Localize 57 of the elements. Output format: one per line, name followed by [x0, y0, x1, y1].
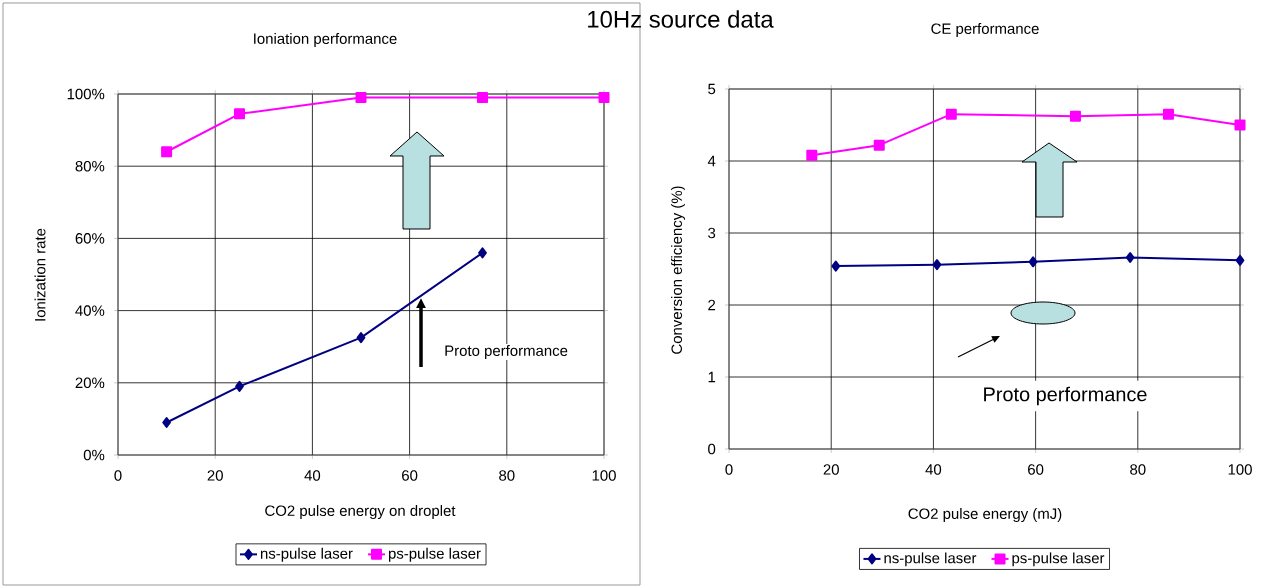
point	[1234, 119, 1246, 131]
point	[355, 92, 367, 104]
point	[932, 259, 942, 271]
x-tick-label: 20	[823, 464, 839, 475]
y-tick-label: 5	[708, 83, 716, 95]
point	[234, 108, 245, 120]
y-tick-label: 60%	[75, 233, 105, 244]
point	[873, 139, 885, 151]
point	[161, 146, 173, 158]
point	[1069, 110, 1081, 122]
text: 10Hz source data	[588, 10, 774, 28]
point	[945, 108, 957, 120]
x-tick-label: 60	[402, 470, 418, 481]
y-tick-label: 4	[707, 155, 716, 167]
point	[598, 92, 610, 104]
point	[478, 247, 487, 259]
x-tick-label: 0	[725, 464, 733, 475]
y-tick-label: 0%	[83, 449, 105, 461]
y-tick-label: 100%	[67, 88, 105, 100]
point	[1028, 256, 1038, 268]
point	[477, 92, 488, 104]
y-tick-label: 3	[708, 227, 716, 239]
legend-label: ps-pulse laser	[388, 547, 481, 562]
point	[356, 332, 366, 344]
legend-label: ns-pulse laser	[260, 547, 353, 562]
x-tick-label: 80	[1130, 464, 1146, 475]
legend-label: ns-pulse laser	[884, 552, 977, 567]
point	[1162, 108, 1174, 120]
y-tick-label: 80%	[75, 160, 105, 172]
point	[806, 149, 818, 161]
y-tick-label: 40%	[75, 305, 105, 316]
annotation: Proto performance	[984, 386, 1147, 406]
x-axis-title: CO2 pulse energy (mJ)	[908, 508, 1062, 522]
y-axis-title: Ionization rate	[34, 228, 46, 321]
x-tick-label: 80	[499, 470, 515, 481]
y-tick-label: 0	[708, 443, 716, 455]
point	[831, 260, 841, 272]
x-tick-label: 100	[592, 470, 616, 481]
y-axis-title: Conversion efficiency (%)	[671, 186, 685, 354]
point	[162, 417, 171, 429]
chart-title: Ioniation performance	[254, 33, 397, 47]
x-tick-label: 0	[114, 470, 122, 481]
x-tick-label: 100	[1228, 464, 1252, 475]
y-tick-label: 2	[708, 299, 716, 311]
annotation: Proto performance	[445, 345, 568, 359]
legend-label: ps-pulse laser	[1012, 552, 1105, 567]
x-tick-label: 40	[925, 464, 942, 475]
y-tick-label: 1	[708, 371, 716, 383]
x-axis-title: CO2 pulse energy on droplet	[265, 505, 456, 519]
point	[235, 380, 244, 392]
chart-title: CE performance	[931, 23, 1039, 37]
y-tick-label: 20%	[75, 377, 105, 389]
point	[1235, 254, 1245, 266]
point	[1125, 251, 1135, 263]
x-tick-label: 40	[304, 470, 321, 481]
x-tick-label: 20	[207, 470, 223, 481]
x-tick-label: 60	[1028, 464, 1044, 475]
